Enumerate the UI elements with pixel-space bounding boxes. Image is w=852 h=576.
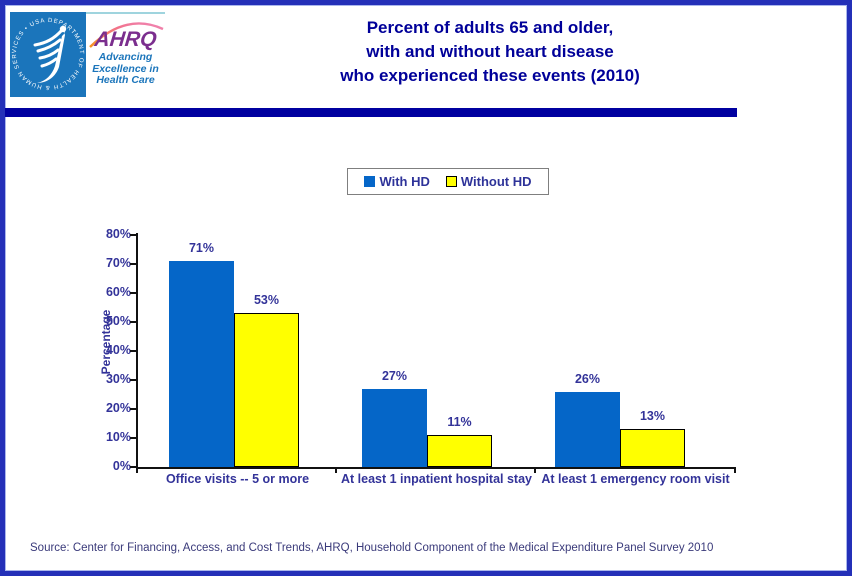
bar-without-hd-inpatient-stay	[427, 435, 492, 467]
y-tick-label: 20%	[105, 401, 131, 415]
bar-value-label: 26%	[574, 371, 601, 386]
bar-without-hd-office-visits	[234, 313, 299, 467]
legend-item-with-hd: With HD	[364, 174, 430, 189]
bar-value-label: 53%	[253, 293, 280, 308]
y-tick-label: 0%	[112, 459, 131, 473]
category-label-office-visits: Office visits -- 5 or more	[165, 472, 310, 486]
title-line-1: Percent of adults 65 and older,	[366, 18, 614, 37]
bar-with-hd-inpatient-stay	[362, 388, 427, 467]
header-divider-bar	[5, 108, 737, 117]
category-label-er-visit: At least 1 emergency room visit	[541, 472, 730, 486]
y-tick-label: 30%	[105, 372, 131, 386]
y-tick-label: 50%	[105, 314, 131, 328]
y-tick-label: 10%	[105, 430, 131, 444]
y-tick-label: 60%	[105, 285, 131, 299]
x-tick-mark	[734, 467, 736, 473]
y-tick-mark	[130, 466, 137, 468]
title-line-3: who experienced these events (2010)	[340, 66, 640, 85]
hhs-logo: DEPARTMENT OF HEALTH & HUMAN SERVICES • …	[10, 12, 86, 97]
y-tick-mark	[130, 292, 137, 294]
category-label-inpatient-stay: At least 1 inpatient hospital stay	[340, 472, 532, 486]
bar-value-label: 11%	[447, 415, 472, 430]
y-tick-mark	[130, 321, 137, 323]
y-tick-mark	[130, 263, 137, 265]
y-tick-label: 40%	[105, 343, 131, 357]
ahrq-acronym: AHRQ	[93, 28, 158, 51]
y-tick-mark	[130, 437, 137, 439]
bar-with-hd-er-visit	[555, 391, 620, 467]
legend-item-without-hd: Without HD	[445, 174, 532, 189]
x-tick-mark	[534, 467, 536, 473]
y-tick-mark	[130, 350, 137, 352]
y-tick-mark	[130, 379, 137, 381]
ahrq-logo: AHRQ Advancing Excellence in Health Care	[86, 12, 165, 97]
y-tick-mark	[130, 408, 137, 410]
legend-label-with-hd: With HD	[379, 174, 430, 189]
ahrq-tagline-line: Health Care	[96, 74, 155, 86]
bar-value-label: 13%	[639, 409, 666, 424]
chart-legend: With HD Without HD	[347, 168, 549, 195]
ahrq-tagline-line: Excellence in	[92, 62, 159, 75]
y-tick-label: 70%	[105, 256, 131, 270]
title-line-2: with and without heart disease	[366, 42, 614, 61]
source-note: Source: Center for Financing, Access, an…	[30, 542, 714, 554]
x-tick-mark	[335, 467, 337, 473]
page-title: Percent of adults 65 and older, with and…	[165, 16, 815, 88]
ahrq-rainbow-arc-icon	[89, 22, 164, 48]
bar-value-label: 71%	[188, 241, 215, 256]
x-tick-mark	[136, 467, 138, 473]
legend-label-without-hd: Without HD	[460, 174, 532, 189]
ahrq-tagline-line: Advancing	[98, 51, 153, 63]
bar-without-hd-er-visit	[620, 429, 685, 467]
legend-swatch-with-hd-icon	[364, 176, 376, 187]
y-axis-line	[136, 233, 138, 469]
y-tick-label: 80%	[105, 227, 131, 241]
bar-with-hd-office-visits	[169, 261, 234, 467]
legend-swatch-without-hd-icon	[445, 176, 457, 187]
bar-value-label: 27%	[381, 368, 408, 383]
hhs-eagle-icon: DEPARTMENT OF HEALTH & HUMAN SERVICES • …	[12, 18, 83, 90]
x-axis-line	[136, 467, 736, 469]
y-tick-mark	[130, 234, 137, 236]
